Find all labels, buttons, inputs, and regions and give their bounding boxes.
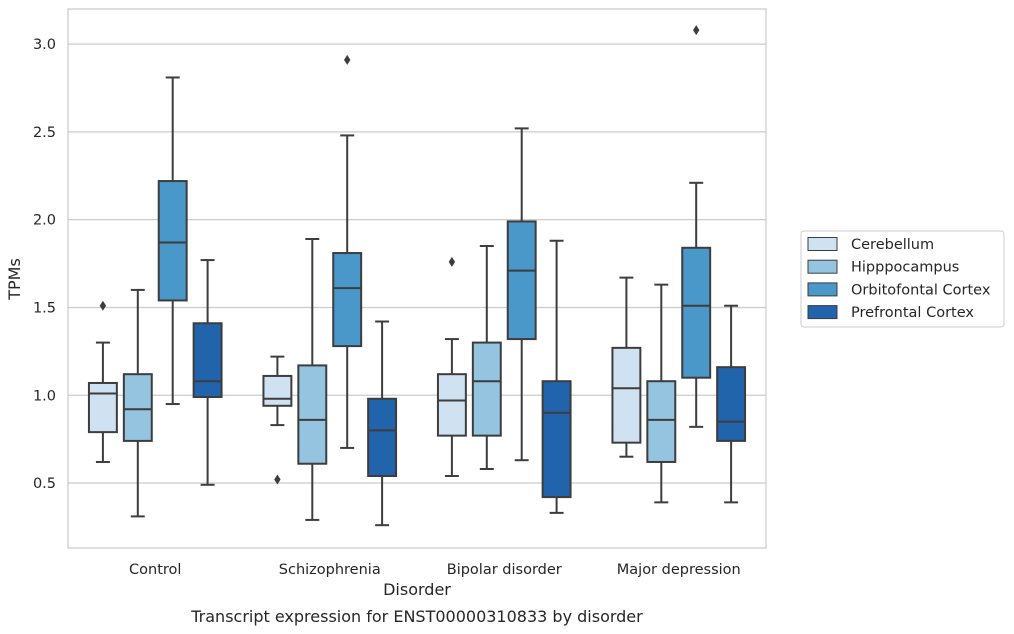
x-axis-ticks: Control Schizophrenia Bipolar disorder Majo… <box>129 562 741 578</box>
box-group <box>87 300 118 463</box>
plot-frame <box>67 8 767 549</box>
box-iqr <box>716 366 747 442</box>
y-tick-label: 1.5 <box>33 300 56 316</box>
box-iqr <box>262 374 293 407</box>
box-group <box>646 283 677 504</box>
box-group <box>611 276 642 458</box>
y-tick-label: 2.5 <box>33 125 56 141</box>
box-iqr <box>157 180 188 302</box>
box-group <box>262 355 293 485</box>
x-tick-label: Bipolar disorder <box>447 562 562 578</box>
box-iqr <box>332 252 363 348</box>
x-tick-label: Major depression <box>617 562 741 578</box>
x-tick-label: Schizophrenia <box>279 562 381 578</box>
box-iqr <box>611 346 642 444</box>
box-iqr <box>471 341 502 437</box>
outlier-point <box>99 300 107 311</box>
box-group <box>122 288 153 518</box>
legend-label: Orbitofontal Cortex <box>851 282 991 298</box>
box-iqr <box>367 397 398 478</box>
box-iqr <box>122 373 153 442</box>
box-group <box>471 245 502 470</box>
box-group <box>332 54 363 449</box>
y-tick-label: 2.0 <box>33 213 56 229</box>
x-tick-label: Control <box>129 562 181 578</box>
box-iqr <box>646 380 677 463</box>
box-group <box>192 259 223 486</box>
box-iqr <box>506 220 537 341</box>
y-tick-label: 3.0 <box>33 37 56 53</box>
y-tick-label: 0.5 <box>33 476 56 492</box>
box-group <box>157 76 188 406</box>
y-axis-title: TPMs <box>5 258 24 301</box>
box-iqr <box>192 322 223 399</box>
box-iqr <box>297 364 328 465</box>
y-tick-label: 1.0 <box>33 388 56 404</box>
legend-frame <box>800 230 1005 328</box>
outlier-point <box>274 474 281 485</box>
legend-swatch <box>807 282 838 297</box>
x-axis-title: Disorder <box>383 580 451 599</box>
outlier-point <box>344 54 351 65</box>
box-iqr <box>681 246 712 379</box>
box-group <box>297 237 328 521</box>
outlier-point <box>693 25 700 36</box>
legend-label: Hipppocampus <box>851 260 959 276</box>
y-axis-ticks: 0.5 1.0 1.5 2.0 2.5 3.0 <box>33 37 56 492</box>
legend-label: Prefrontal Cortex <box>851 305 974 321</box>
box-group <box>681 25 712 428</box>
legend-swatch <box>807 305 838 320</box>
legend-swatch <box>807 259 838 274</box>
chart-caption: Transcript expression for ENST0000031083… <box>190 607 643 626</box>
box-iqr <box>541 380 572 499</box>
box-groups <box>87 25 747 527</box>
legend: Cerebellum Hipppocampus Orbitofontal Corte… <box>800 230 1005 328</box>
box-iqr <box>87 381 118 434</box>
box-group <box>367 320 398 527</box>
box-group <box>506 127 537 462</box>
box-group <box>541 239 572 514</box>
box-group <box>716 304 747 504</box>
legend-label: Cerebellum <box>851 237 934 253</box>
legend-swatch <box>807 237 838 251</box>
outlier-point <box>448 256 456 267</box>
box-iqr <box>436 373 467 437</box>
box-group <box>436 256 467 478</box>
